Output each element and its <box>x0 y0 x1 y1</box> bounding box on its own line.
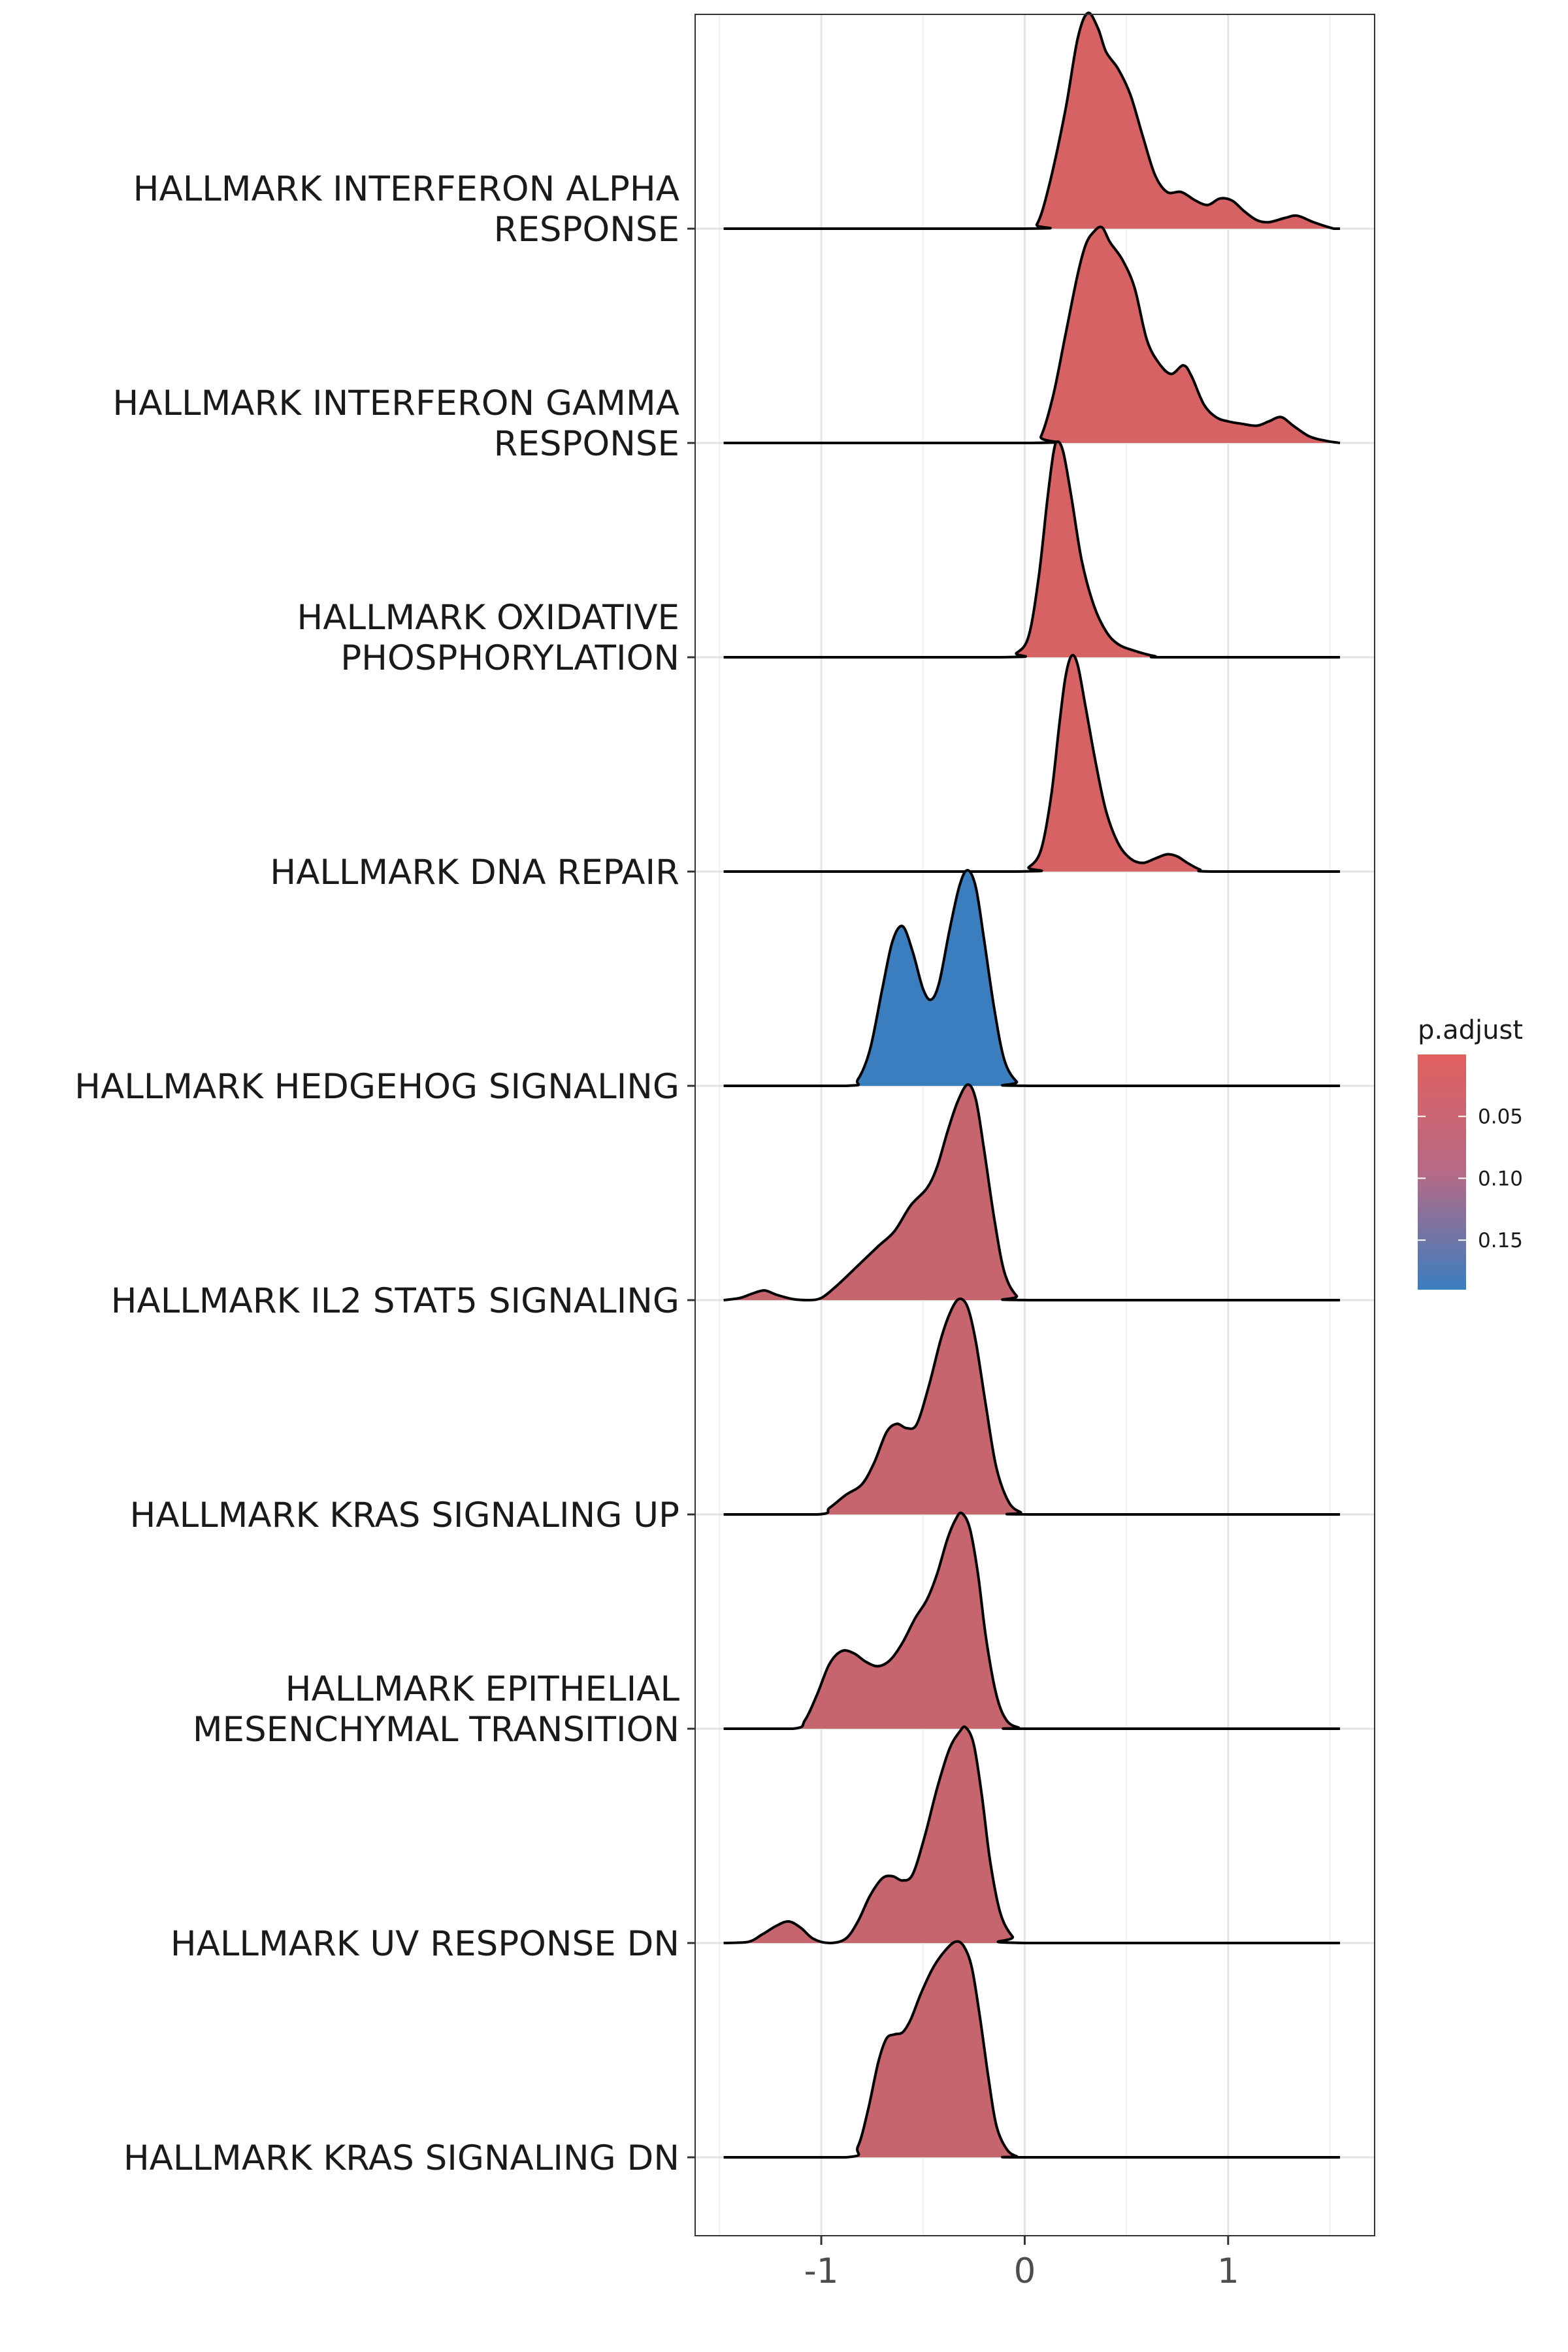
legend-tick-label: 0.05 <box>1478 1105 1523 1129</box>
y-tick-label: MESENCHYMAL TRANSITION <box>193 1710 679 1750</box>
panel-background <box>695 14 1375 2236</box>
y-tick-label: HALLMARK DNA REPAIR <box>270 853 679 892</box>
y-tick-label: HALLMARK EPITHELIAL <box>286 1669 680 1709</box>
legend-colorbar <box>1418 1054 1466 1290</box>
y-tick-label: RESPONSE <box>494 210 679 250</box>
y-tick-label: HALLMARK INTERFERON GAMMA <box>112 384 679 423</box>
x-tick-label: -1 <box>804 2251 839 2291</box>
y-axis: HALLMARK INTERFERON ALPHARESPONSEHALLMAR… <box>74 169 695 2178</box>
x-axis: -1 0 1 <box>804 2236 1239 2291</box>
legend: p.adjust 0.05 0.10 0.15 <box>1418 1015 1523 1290</box>
x-tick-label: 1 <box>1217 2251 1239 2291</box>
legend-title: p.adjust <box>1418 1015 1523 1045</box>
y-tick-label: HALLMARK KRAS SIGNALING UP <box>130 1495 679 1535</box>
y-tick-label: HALLMARK KRAS SIGNALING DN <box>123 2138 679 2178</box>
y-tick-label: HALLMARK HEDGEHOG SIGNALING <box>74 1067 679 1107</box>
x-tick-label: 0 <box>1014 2251 1036 2291</box>
y-tick-label: HALLMARK IL2 STAT5 SIGNALING <box>111 1281 679 1321</box>
legend-tick-label: 0.15 <box>1478 1229 1523 1252</box>
y-tick-label: RESPONSE <box>494 424 679 464</box>
legend-tick-label: 0.10 <box>1478 1167 1523 1190</box>
y-tick-label: HALLMARK INTERFERON ALPHA <box>133 169 679 209</box>
y-tick-label: HALLMARK UV RESPONSE DN <box>171 1924 679 1964</box>
y-tick-label: HALLMARK OXIDATIVE <box>297 598 679 638</box>
y-tick-label: PHOSPHORYLATION <box>340 638 679 678</box>
